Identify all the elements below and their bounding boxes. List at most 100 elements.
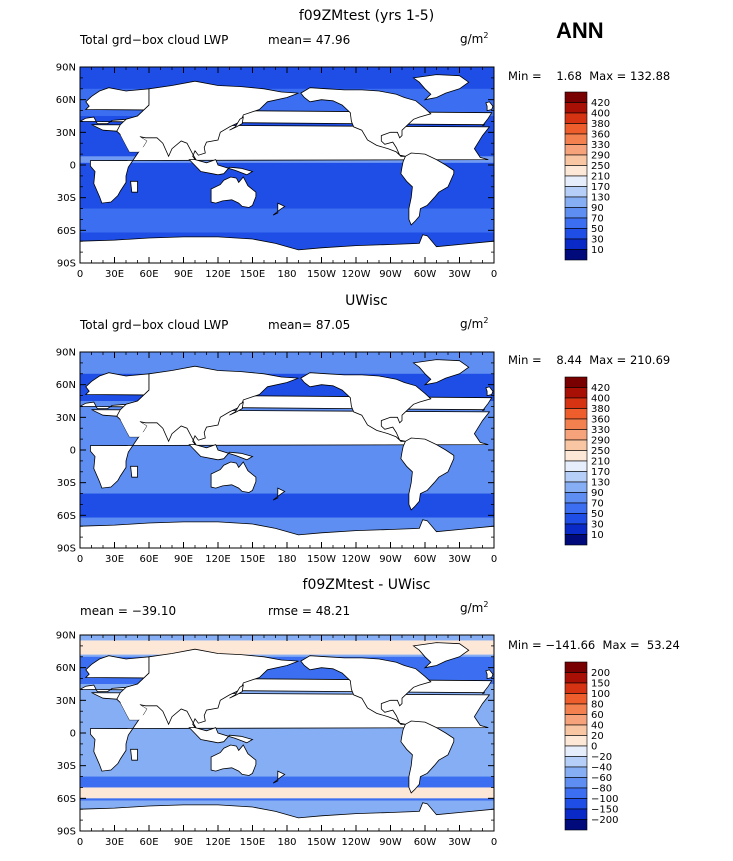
- lon-tick-label: 60E: [139, 269, 158, 280]
- colorbar-label: 60: [591, 710, 604, 721]
- colorbar-label: 170: [591, 467, 610, 478]
- continent-nz: [272, 770, 286, 784]
- colorbar-box: [564, 217, 588, 229]
- colorbar-label: 210: [591, 172, 610, 183]
- map-field: [80, 352, 494, 548]
- lon-tick-label: 120E: [205, 269, 230, 280]
- colorbar-label: 290: [591, 151, 610, 162]
- continent-arabia_fill: [120, 417, 147, 437]
- panel-title-diff: f09ZMtest - UWisc: [302, 577, 431, 593]
- panel-mean-obs: mean= 87.05: [268, 318, 351, 332]
- lon-tick-label: 150E: [240, 554, 265, 565]
- colorbar-box: [564, 672, 588, 684]
- colorbar-label: 250: [591, 161, 610, 172]
- lat-tick-label: 30N: [56, 128, 76, 139]
- colorbar-box: [564, 238, 588, 250]
- continent-australia: [210, 744, 257, 776]
- lon-tick-label: 150E: [240, 837, 265, 848]
- colorbar-label: −150: [591, 805, 618, 816]
- continent-uk: [485, 101, 494, 112]
- lat-tick-label: 30S: [57, 193, 76, 204]
- colorbar-label: 30: [591, 520, 604, 531]
- lat-tick-label: 30N: [56, 696, 76, 707]
- lon-tick-label: 0: [77, 269, 83, 280]
- lon-tick-label: 60W: [414, 554, 437, 565]
- colorbar-label: −80: [591, 784, 612, 795]
- colorbar-label: 250: [591, 446, 610, 457]
- lat-tick-label: 90N: [56, 63, 76, 74]
- colorbar-box: [564, 703, 588, 715]
- panel-title-obs: UWisc: [345, 293, 388, 309]
- colorbar-label: 330: [591, 140, 610, 151]
- colorbar-label: 380: [591, 119, 610, 130]
- lon-tick-label: 30E: [105, 269, 124, 280]
- colorbar-box: [564, 196, 588, 208]
- colorbar-label: 130: [591, 478, 610, 489]
- lon-tick-label: 120W: [342, 837, 371, 848]
- colorbar-box: [564, 756, 588, 768]
- colorbar-label: 420: [591, 98, 610, 109]
- continent-japan: [229, 401, 244, 416]
- lon-tick-label: 0: [77, 837, 83, 848]
- season-label: ANN: [556, 18, 604, 43]
- lat-tick-label: 0: [70, 446, 76, 457]
- continent-namerica: [300, 372, 432, 442]
- colorbar-label: 10: [591, 530, 604, 541]
- lon-tick-label: 0: [491, 837, 497, 848]
- colorbar-label: 70: [591, 214, 604, 225]
- lon-tick-label: 150E: [240, 269, 265, 280]
- lat-tick-label: 60S: [57, 226, 76, 237]
- map-field: [80, 635, 494, 831]
- southern-band: [80, 493, 494, 518]
- colorbar-label: 360: [591, 130, 610, 141]
- colorbar-diff: 200150100806040200−20−40−60−80−100−150−2…: [564, 661, 618, 831]
- panel-units-obs: g/m2: [460, 316, 489, 331]
- continent-samerica: [400, 152, 455, 226]
- lon-tick-label: 0: [491, 269, 497, 280]
- panel-minmax-diff: Min = −141.66 Max = 53.24: [508, 638, 680, 652]
- colorbar-label: 70: [591, 499, 604, 510]
- colorbar-box: [564, 735, 588, 747]
- lat-tick-label: 0: [70, 161, 76, 172]
- panel-units-model: g/m2: [460, 31, 489, 46]
- colorbar-box: [564, 376, 588, 388]
- colorbar-label: 420: [591, 383, 610, 394]
- colorbar-label: 20: [591, 731, 604, 742]
- colorbar-label: 150: [591, 679, 610, 690]
- lon-tick-label: 150W: [307, 554, 336, 565]
- continent-samerica: [400, 437, 455, 511]
- colorbar-box: [564, 724, 588, 736]
- colorbar-box: [564, 429, 588, 441]
- continent-uk: [485, 386, 494, 397]
- colorbar-box: [564, 777, 588, 789]
- lat-tick-label: 30S: [57, 478, 76, 489]
- colorbar-label: 210: [591, 457, 610, 468]
- continent-uk: [485, 669, 494, 680]
- lon-tick-label: 180: [277, 554, 296, 565]
- continent-greenland: [412, 359, 470, 386]
- colorbar-box: [564, 492, 588, 504]
- lat-tick-label: 60S: [57, 511, 76, 522]
- colorbar-label: −100: [591, 794, 618, 805]
- continent-japan: [229, 116, 244, 131]
- colorbar-label: 170: [591, 182, 610, 193]
- colorbar-box: [564, 502, 588, 514]
- colorbar-label: 330: [591, 425, 610, 436]
- lon-tick-label: 120W: [342, 554, 371, 565]
- colorbar-box: [564, 249, 588, 261]
- lat-tick-label: 90N: [56, 348, 76, 359]
- colorbar-box: [564, 112, 588, 124]
- lat-tick-label: 0: [70, 729, 76, 740]
- colorbar-label: 290: [591, 436, 610, 447]
- lon-tick-label: 90E: [174, 554, 193, 565]
- lon-tick-label: 90W: [379, 554, 402, 565]
- lon-tick-label: 30W: [448, 837, 471, 848]
- colorbar-box: [564, 207, 588, 219]
- colorbar-box: [564, 481, 588, 493]
- lon-tick-label: 120W: [342, 269, 371, 280]
- colorbar-label: −60: [591, 773, 612, 784]
- colorbar-box: [564, 513, 588, 525]
- lat-tick-label: 60N: [56, 663, 76, 674]
- continent-arabia_fill: [120, 132, 147, 152]
- lat-tick-label: 60S: [57, 794, 76, 805]
